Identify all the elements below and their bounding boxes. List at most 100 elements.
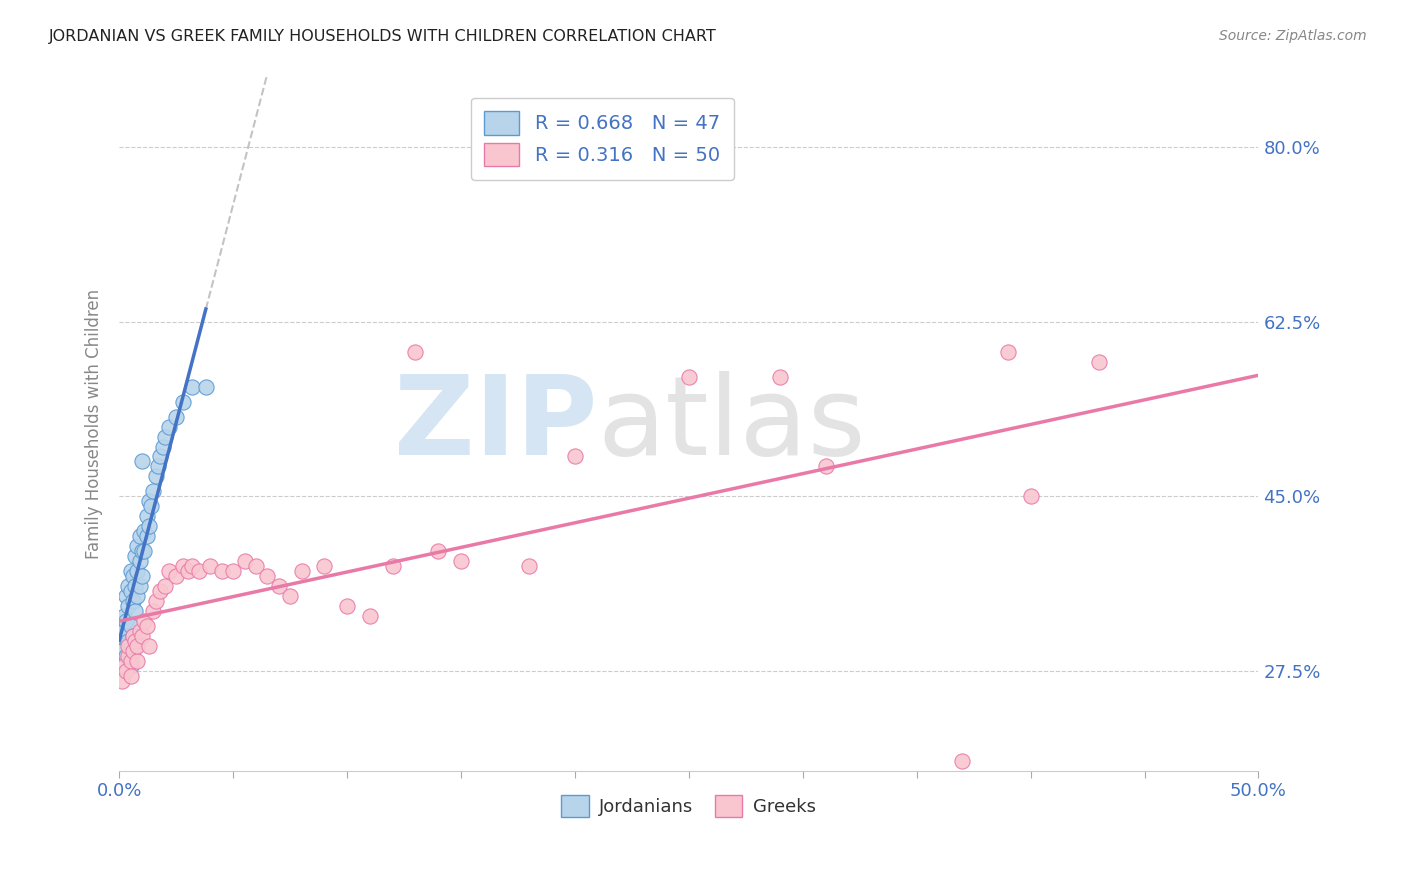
Point xyxy=(267,579,290,593)
Point xyxy=(128,624,150,638)
Point xyxy=(127,639,149,653)
Point xyxy=(157,419,180,434)
Point xyxy=(120,654,142,668)
Point xyxy=(122,629,145,643)
Point xyxy=(128,554,150,568)
Point xyxy=(138,519,160,533)
Point xyxy=(112,659,135,673)
Point xyxy=(142,604,165,618)
Point xyxy=(117,579,139,593)
Point xyxy=(120,564,142,578)
Legend: Jordanians, Greeks: Jordanians, Greeks xyxy=(554,788,824,824)
Point xyxy=(117,648,139,663)
Point xyxy=(450,554,472,568)
Point xyxy=(404,344,426,359)
Point xyxy=(290,564,312,578)
Point xyxy=(142,484,165,499)
Point xyxy=(146,459,169,474)
Point xyxy=(233,554,256,568)
Point xyxy=(117,634,139,648)
Point xyxy=(112,609,135,624)
Point xyxy=(211,564,233,578)
Point xyxy=(115,664,138,678)
Point xyxy=(194,379,217,393)
Point xyxy=(564,450,586,464)
Point xyxy=(120,659,142,673)
Point xyxy=(157,564,180,578)
Point xyxy=(145,594,167,608)
Point xyxy=(131,569,153,583)
Point xyxy=(181,559,204,574)
Point xyxy=(149,584,172,599)
Point xyxy=(176,564,198,578)
Point xyxy=(134,544,156,558)
Point xyxy=(135,509,157,524)
Point xyxy=(181,379,204,393)
Point xyxy=(122,629,145,643)
Point xyxy=(149,450,172,464)
Point xyxy=(122,569,145,583)
Point xyxy=(124,549,146,564)
Point xyxy=(769,369,792,384)
Point xyxy=(314,559,336,574)
Point xyxy=(145,469,167,483)
Point xyxy=(278,589,301,603)
Point xyxy=(427,544,450,558)
Point xyxy=(950,754,973,768)
Point xyxy=(127,564,149,578)
Point xyxy=(122,644,145,658)
Point xyxy=(124,634,146,648)
Text: JORDANIAN VS GREEK FAMILY HOUSEHOLDS WITH CHILDREN CORRELATION CHART: JORDANIAN VS GREEK FAMILY HOUSEHOLDS WIT… xyxy=(49,29,717,44)
Point xyxy=(172,394,194,409)
Point xyxy=(124,579,146,593)
Point xyxy=(115,648,138,663)
Point xyxy=(200,559,222,574)
Point xyxy=(112,624,135,638)
Text: atlas: atlas xyxy=(598,370,866,477)
Point xyxy=(115,614,138,628)
Point xyxy=(110,629,132,643)
Point xyxy=(117,599,139,613)
Point xyxy=(141,500,163,514)
Point xyxy=(135,529,157,543)
Point xyxy=(222,564,245,578)
Point xyxy=(120,669,142,683)
Point xyxy=(134,524,156,539)
Point xyxy=(135,619,157,633)
Point xyxy=(153,429,176,443)
Point xyxy=(124,604,146,618)
Point xyxy=(519,559,541,574)
Point xyxy=(131,454,153,468)
Text: Source: ZipAtlas.com: Source: ZipAtlas.com xyxy=(1219,29,1367,43)
Point xyxy=(1019,489,1042,503)
Point xyxy=(172,559,194,574)
Point xyxy=(127,539,149,553)
Point xyxy=(138,494,160,508)
Point xyxy=(381,559,404,574)
Point xyxy=(256,569,278,583)
Point xyxy=(359,609,381,624)
Point xyxy=(122,594,145,608)
Point xyxy=(138,639,160,653)
Point xyxy=(997,344,1019,359)
Text: ZIP: ZIP xyxy=(394,370,598,477)
Point xyxy=(153,579,176,593)
Point xyxy=(336,599,359,613)
Point xyxy=(245,559,267,574)
Point xyxy=(165,409,187,424)
Point xyxy=(115,589,138,603)
Point xyxy=(1088,355,1111,369)
Point xyxy=(117,639,139,653)
Point xyxy=(110,673,132,688)
Point xyxy=(120,619,142,633)
Point xyxy=(131,544,153,558)
Point xyxy=(131,629,153,643)
Point xyxy=(127,589,149,603)
Y-axis label: Family Households with Children: Family Households with Children xyxy=(86,289,103,559)
Point xyxy=(678,369,700,384)
Point xyxy=(188,564,211,578)
Point xyxy=(165,569,187,583)
Point xyxy=(152,440,174,454)
Point xyxy=(127,654,149,668)
Point xyxy=(134,614,156,628)
